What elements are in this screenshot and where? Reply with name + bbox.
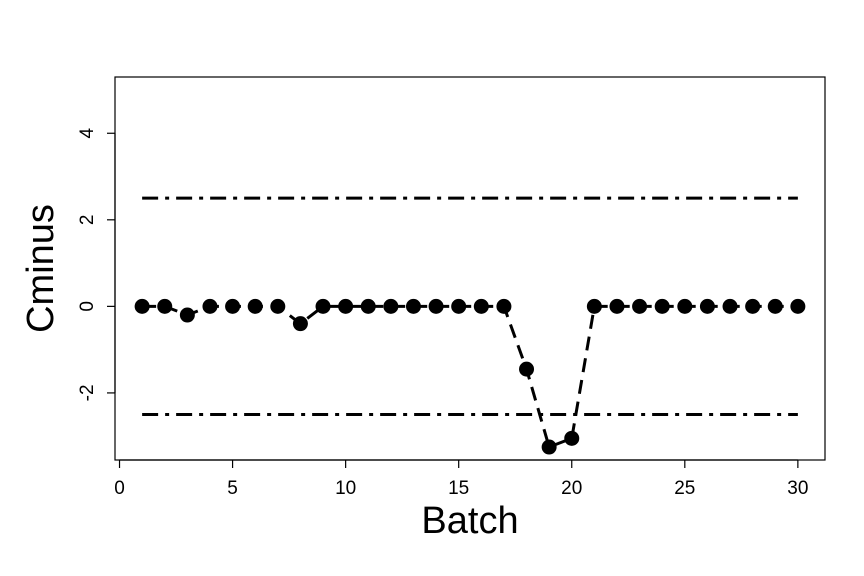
y-axis-title: Cminus [20,204,62,333]
y-axis: -2 0 2 4 [77,128,116,401]
x-tick-label: 15 [448,478,469,499]
plot-frame [114,76,826,461]
series-layer [134,298,806,455]
data-point [722,298,738,314]
y-tick-label: 0 [77,301,98,312]
data-point [451,298,467,314]
data-point [790,298,806,314]
data-point [564,430,580,446]
data-point [586,298,602,314]
data-point [767,298,783,314]
data-point [473,298,489,314]
x-tick-label: 5 [227,478,238,499]
data-point [134,298,150,314]
data-point [632,298,648,314]
series-line [142,304,798,450]
control-limit-lines [142,196,798,417]
x-tick-label: 25 [674,478,695,499]
y-tick-label: -2 [77,384,98,401]
x-tick-label: 10 [335,478,356,499]
x-tick-label: 20 [561,478,582,499]
data-point [496,298,512,314]
data-point [225,298,241,314]
data-point [247,298,263,314]
data-point [383,298,399,314]
x-tick-label: 30 [787,478,808,499]
data-point [541,439,557,455]
data-point [405,298,421,314]
data-point [315,298,331,314]
x-tick-label: 0 [114,478,125,499]
data-point [609,298,625,314]
x-axis: 0 5 10 15 20 25 30 [114,459,808,499]
data-point [157,298,173,314]
data-point [292,316,308,332]
data-point [360,298,376,314]
data-point [699,298,715,314]
data-point [519,361,535,377]
data-point [202,298,218,314]
data-point [677,298,693,314]
y-tick-label: 2 [77,215,98,226]
data-point [338,298,354,314]
data-point [270,298,286,314]
data-point [428,298,444,314]
data-point [654,298,670,314]
y-tick-label: 4 [77,128,98,139]
data-point [745,298,761,314]
data-point [179,307,195,323]
x-axis-title: Batch [421,500,518,542]
